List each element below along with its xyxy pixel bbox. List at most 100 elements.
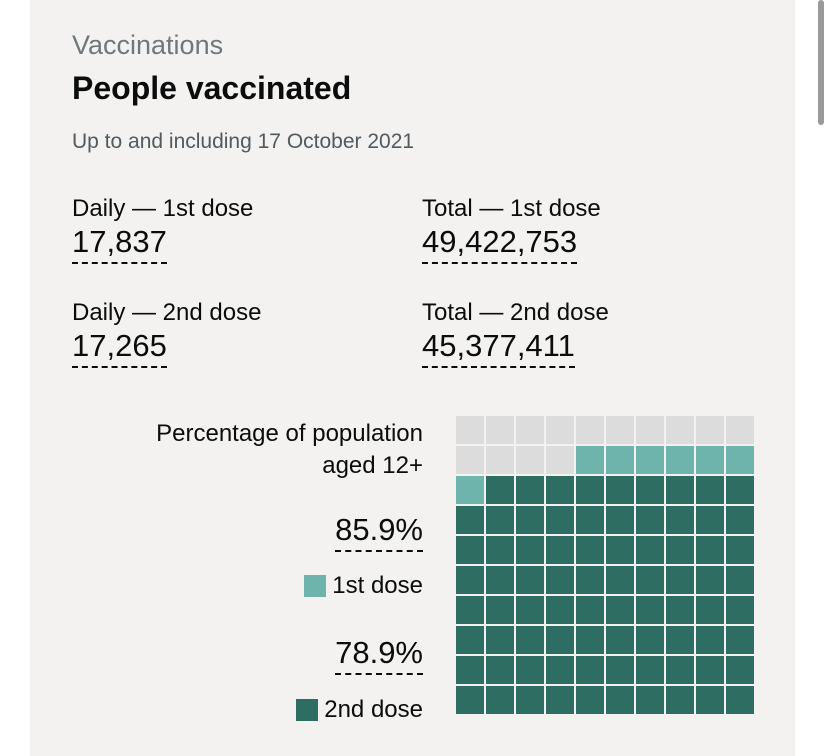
waffle-cell-first-dose — [456, 476, 484, 504]
waffle-cell-second-dose — [486, 686, 514, 714]
first-dose-swatch — [304, 575, 327, 597]
waffle-cell-second-dose — [696, 656, 724, 684]
waffle-cell-empty — [666, 416, 694, 444]
waffle-cell-empty — [696, 416, 724, 444]
updated-date: Up to and including 17 October 2021 — [72, 130, 415, 153]
waffle-cell-second-dose — [636, 626, 664, 654]
waffle-cell-second-dose — [456, 626, 484, 654]
waffle-cell-second-dose — [726, 506, 754, 534]
waffle-cell-second-dose — [576, 566, 604, 594]
waffle-cell-second-dose — [576, 626, 604, 654]
waffle-cell-second-dose — [636, 476, 664, 504]
metric-total-second-dose: Total — 2nd dose 45,377,411 — [422, 298, 609, 368]
waffle-cell-empty — [486, 446, 514, 474]
legend-first-dose: 1st dose — [304, 572, 423, 600]
waffle-cell-second-dose — [606, 566, 634, 594]
waffle-cell-second-dose — [546, 656, 574, 684]
scrollbar[interactable] — [818, 0, 824, 125]
waffle-cell-second-dose — [726, 686, 754, 714]
waffle-cell-second-dose — [546, 536, 574, 564]
waffle-chart — [456, 416, 756, 716]
waffle-cell-second-dose — [516, 626, 544, 654]
metric-label: Daily — 1st dose — [72, 195, 254, 222]
metric-value[interactable]: 17,265 — [72, 328, 167, 368]
waffle-cell-second-dose — [576, 506, 604, 534]
metric-value[interactable]: 49,422,753 — [422, 224, 578, 264]
population-label: Percentage of population aged 12+ — [156, 420, 423, 479]
waffle-cell-second-dose — [546, 506, 574, 534]
waffle-cell-second-dose — [456, 566, 484, 594]
waffle-cell-first-dose — [726, 446, 754, 474]
waffle-cell-second-dose — [456, 596, 484, 624]
waffle-cell-second-dose — [696, 596, 724, 624]
waffle-cell-second-dose — [576, 476, 604, 504]
metric-value[interactable]: 17,837 — [72, 224, 167, 264]
waffle-cell-second-dose — [606, 656, 634, 684]
waffle-cell-empty — [516, 446, 544, 474]
metric-value[interactable]: 45,377,411 — [422, 328, 575, 368]
metric-daily-second-dose: Daily — 2nd dose 17,265 — [72, 298, 261, 368]
waffle-cell-second-dose — [546, 566, 574, 594]
waffle-cell-second-dose — [516, 656, 544, 684]
waffle-cell-second-dose — [456, 656, 484, 684]
waffle-cell-empty — [576, 416, 604, 444]
waffle-cell-second-dose — [696, 626, 724, 654]
waffle-cell-second-dose — [606, 506, 634, 534]
waffle-cell-second-dose — [546, 686, 574, 714]
waffle-cell-second-dose — [666, 656, 694, 684]
waffle-cell-empty — [456, 416, 484, 444]
metric-daily-first-dose: Daily — 1st dose 17,837 — [72, 194, 253, 264]
legend-first-dose-label: 1st dose — [332, 572, 423, 599]
waffle-cell-second-dose — [546, 626, 574, 654]
waffle-cell-second-dose — [516, 476, 544, 504]
waffle-cell-second-dose — [726, 596, 754, 624]
waffle-cell-second-dose — [726, 476, 754, 504]
waffle-cell-second-dose — [516, 506, 544, 534]
waffle-cell-second-dose — [576, 686, 604, 714]
second-dose-percentage[interactable]: 78.9% — [335, 635, 423, 675]
waffle-cell-second-dose — [486, 566, 514, 594]
waffle-cell-second-dose — [486, 506, 514, 534]
card-title: People vaccinated — [72, 70, 352, 106]
first-dose-percentage[interactable]: 85.9% — [335, 512, 423, 552]
waffle-cell-first-dose — [606, 446, 634, 474]
waffle-cell-second-dose — [486, 626, 514, 654]
waffle-cell-second-dose — [666, 536, 694, 564]
waffle-cell-second-dose — [696, 686, 724, 714]
metric-label: Total — 2nd dose — [422, 299, 609, 326]
waffle-cell-second-dose — [636, 686, 664, 714]
waffle-cell-second-dose — [486, 536, 514, 564]
waffle-cell-second-dose — [456, 686, 484, 714]
waffle-cell-second-dose — [666, 596, 694, 624]
waffle-cell-empty — [606, 416, 634, 444]
metric-label: Daily — 2nd dose — [72, 299, 262, 326]
waffle-cell-second-dose — [516, 686, 544, 714]
waffle-cell-second-dose — [666, 476, 694, 504]
waffle-cell-second-dose — [606, 596, 634, 624]
waffle-cell-second-dose — [486, 656, 514, 684]
waffle-cell-second-dose — [516, 536, 544, 564]
waffle-cell-empty — [546, 416, 574, 444]
waffle-cell-second-dose — [606, 626, 634, 654]
waffle-cell-first-dose — [666, 446, 694, 474]
metric-label: Total — 1st dose — [422, 195, 601, 222]
second-dose-swatch — [296, 699, 319, 721]
card-caption: Vaccinations — [72, 30, 224, 60]
waffle-cell-second-dose — [606, 536, 634, 564]
waffle-cell-second-dose — [666, 506, 694, 534]
waffle-cell-second-dose — [636, 596, 664, 624]
waffle-cell-empty — [726, 416, 754, 444]
legend-second-dose-label: 2nd dose — [324, 696, 423, 723]
waffle-cell-second-dose — [666, 566, 694, 594]
waffle-cell-second-dose — [486, 596, 514, 624]
waffle-cell-first-dose — [636, 446, 664, 474]
waffle-cell-second-dose — [576, 536, 604, 564]
waffle-cell-second-dose — [456, 506, 484, 534]
waffle-cell-empty — [516, 416, 544, 444]
waffle-cell-second-dose — [636, 656, 664, 684]
waffle-cell-second-dose — [696, 536, 724, 564]
waffle-cell-second-dose — [696, 476, 724, 504]
waffle-cell-second-dose — [636, 536, 664, 564]
waffle-cell-empty — [546, 446, 574, 474]
waffle-cell-second-dose — [666, 686, 694, 714]
